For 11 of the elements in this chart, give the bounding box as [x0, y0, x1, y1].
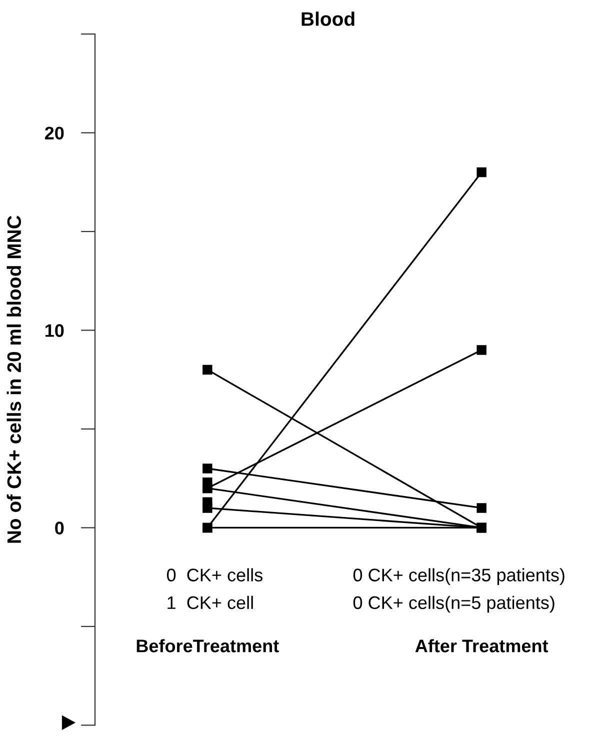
annotation: 1 CK+ cell [168, 596, 253, 610]
y-tick-label: 20 [44, 126, 64, 140]
chart-title: Blood [302, 12, 354, 26]
annotation: 0 CK+ cells(n=5 patients) [353, 596, 554, 613]
x-tick-label: BeforeTreatment [136, 639, 279, 652]
y-tick-label: 10 [45, 324, 64, 337]
x-tick-label: After Treatment [415, 639, 548, 652]
y-axis-title: No of CK+ cells in 20 ml blood MNC [6, 216, 22, 543]
annotation: 0 CK+ cells(n=35 patients) [353, 568, 564, 586]
y-tick-label: 0 [55, 522, 64, 534]
annotation: 0 CK+ cells [166, 568, 262, 582]
